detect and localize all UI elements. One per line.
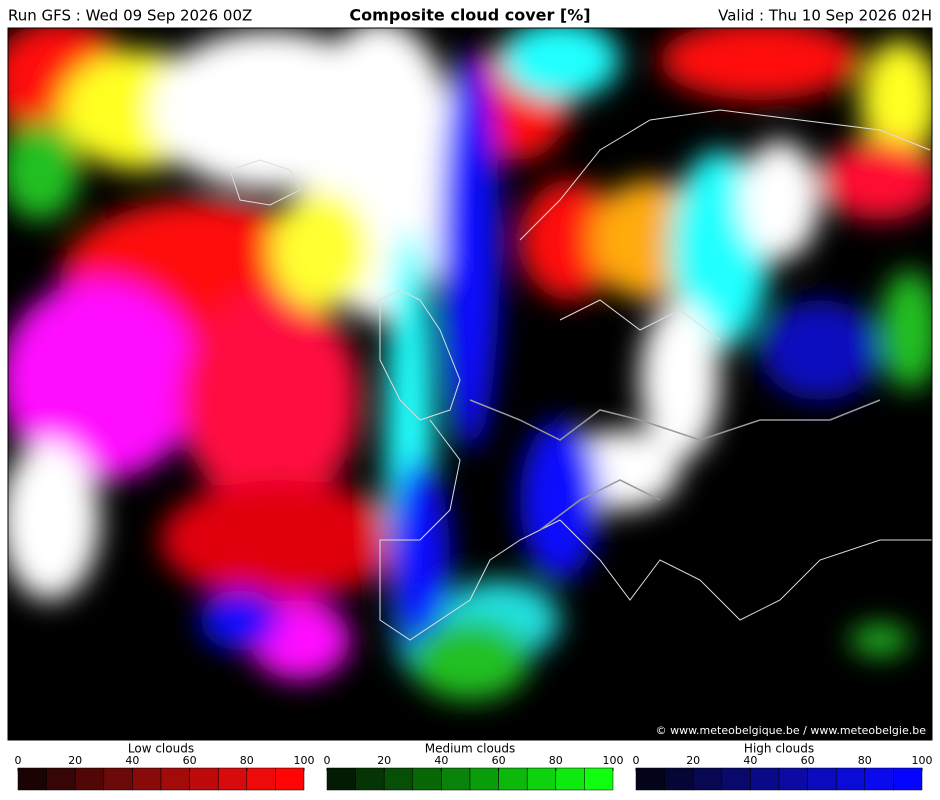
legend-swatch: [326, 767, 356, 791]
legend-tick-label: 60: [183, 754, 197, 767]
legend-tick-label: 80: [858, 754, 872, 767]
legend-swatch: [635, 767, 665, 791]
legend-tick-label: 40: [125, 754, 139, 767]
legend-tick-label: 0: [324, 754, 331, 767]
legend-swatch: [132, 767, 162, 791]
legend-swatch: [383, 767, 414, 791]
legend-swatch: [275, 767, 305, 791]
legend-tick-label: 40: [434, 754, 448, 767]
legend-swatch: [750, 767, 780, 791]
legend-swatch: [355, 767, 385, 791]
legend-tick-label: 80: [240, 754, 254, 767]
legend-tick-label: 20: [686, 754, 700, 767]
valid-label: Valid : Thu 10 Sep 2026 02H: [718, 7, 932, 25]
legend-swatch: [721, 767, 751, 791]
legend-swatch: [807, 767, 837, 791]
legend-swatch: [246, 767, 276, 791]
legend-swatch: [17, 767, 47, 791]
legend-swatch: [692, 767, 723, 791]
legend-tick-label: 100: [603, 754, 624, 767]
legend-title: High clouds: [744, 742, 814, 756]
legend-title: Medium clouds: [425, 742, 516, 756]
legend-swatch: [835, 767, 866, 791]
legend-tick-label: 0: [15, 754, 22, 767]
run-label: Run GFS : Wed 09 Sep 2026 00Z: [8, 7, 252, 25]
map-title: Composite cloud cover [%]: [349, 6, 590, 25]
legend-swatch: [103, 767, 133, 791]
legend-tick-label: 80: [549, 754, 563, 767]
legend-tick-label: 100: [294, 754, 315, 767]
legend-tick-label: 100: [912, 754, 933, 767]
legend-tick-label: 0: [633, 754, 640, 767]
legend-swatch: [555, 767, 585, 791]
legend-swatch: [160, 767, 190, 791]
legend-swatch: [441, 767, 471, 791]
legend-tick-label: 60: [492, 754, 506, 767]
legend-swatch: [526, 767, 557, 791]
legend-swatch: [74, 767, 105, 791]
legend-title: Low clouds: [128, 742, 194, 756]
legend-swatch: [664, 767, 694, 791]
legend-tick-label: 60: [801, 754, 815, 767]
legend-swatch: [46, 767, 76, 791]
legend-swatch: [893, 767, 923, 791]
legend-swatch: [412, 767, 442, 791]
credit: © www.meteobelgique.be / www.meteobelgie…: [656, 724, 927, 737]
legend-swatch: [217, 767, 248, 791]
legend-tick-label: 40: [743, 754, 757, 767]
legend-tick-label: 20: [377, 754, 391, 767]
legend-tick-label: 20: [68, 754, 82, 767]
legend-swatch: [864, 767, 894, 791]
legend-swatch: [584, 767, 614, 791]
legend-swatch: [189, 767, 219, 791]
cloud-field: [8, 28, 932, 740]
legend-swatch: [469, 767, 499, 791]
legend-swatch: [498, 767, 528, 791]
legend-swatch: [778, 767, 808, 791]
